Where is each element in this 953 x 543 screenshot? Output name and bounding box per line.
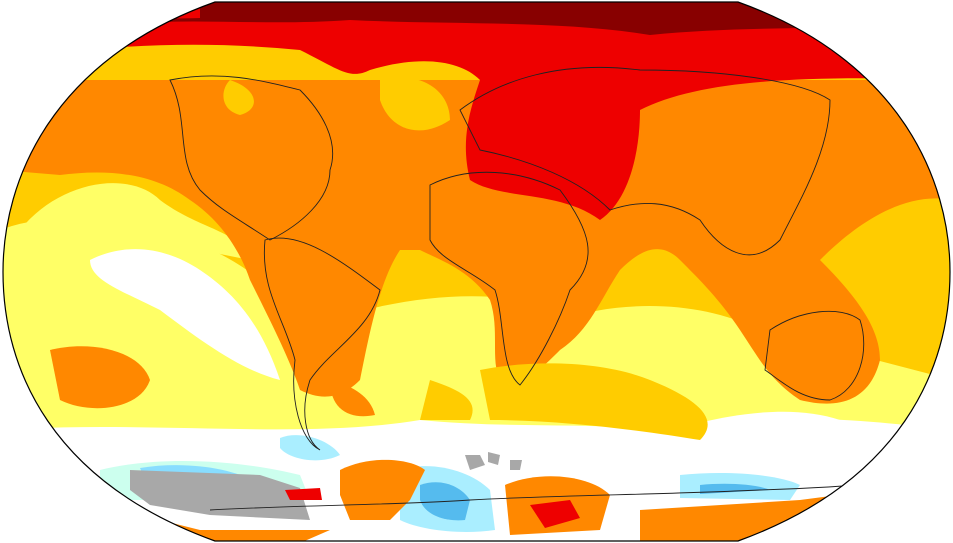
region xyxy=(420,380,473,420)
region xyxy=(223,77,450,131)
region xyxy=(465,452,522,470)
region xyxy=(285,488,580,528)
coastlines xyxy=(169,67,881,511)
region xyxy=(280,435,340,461)
region xyxy=(90,249,280,380)
region xyxy=(3,2,950,220)
region xyxy=(3,480,950,541)
region xyxy=(3,218,950,470)
region xyxy=(50,346,150,409)
region xyxy=(20,183,250,260)
region xyxy=(3,80,950,404)
region xyxy=(330,380,375,417)
region xyxy=(480,363,708,440)
